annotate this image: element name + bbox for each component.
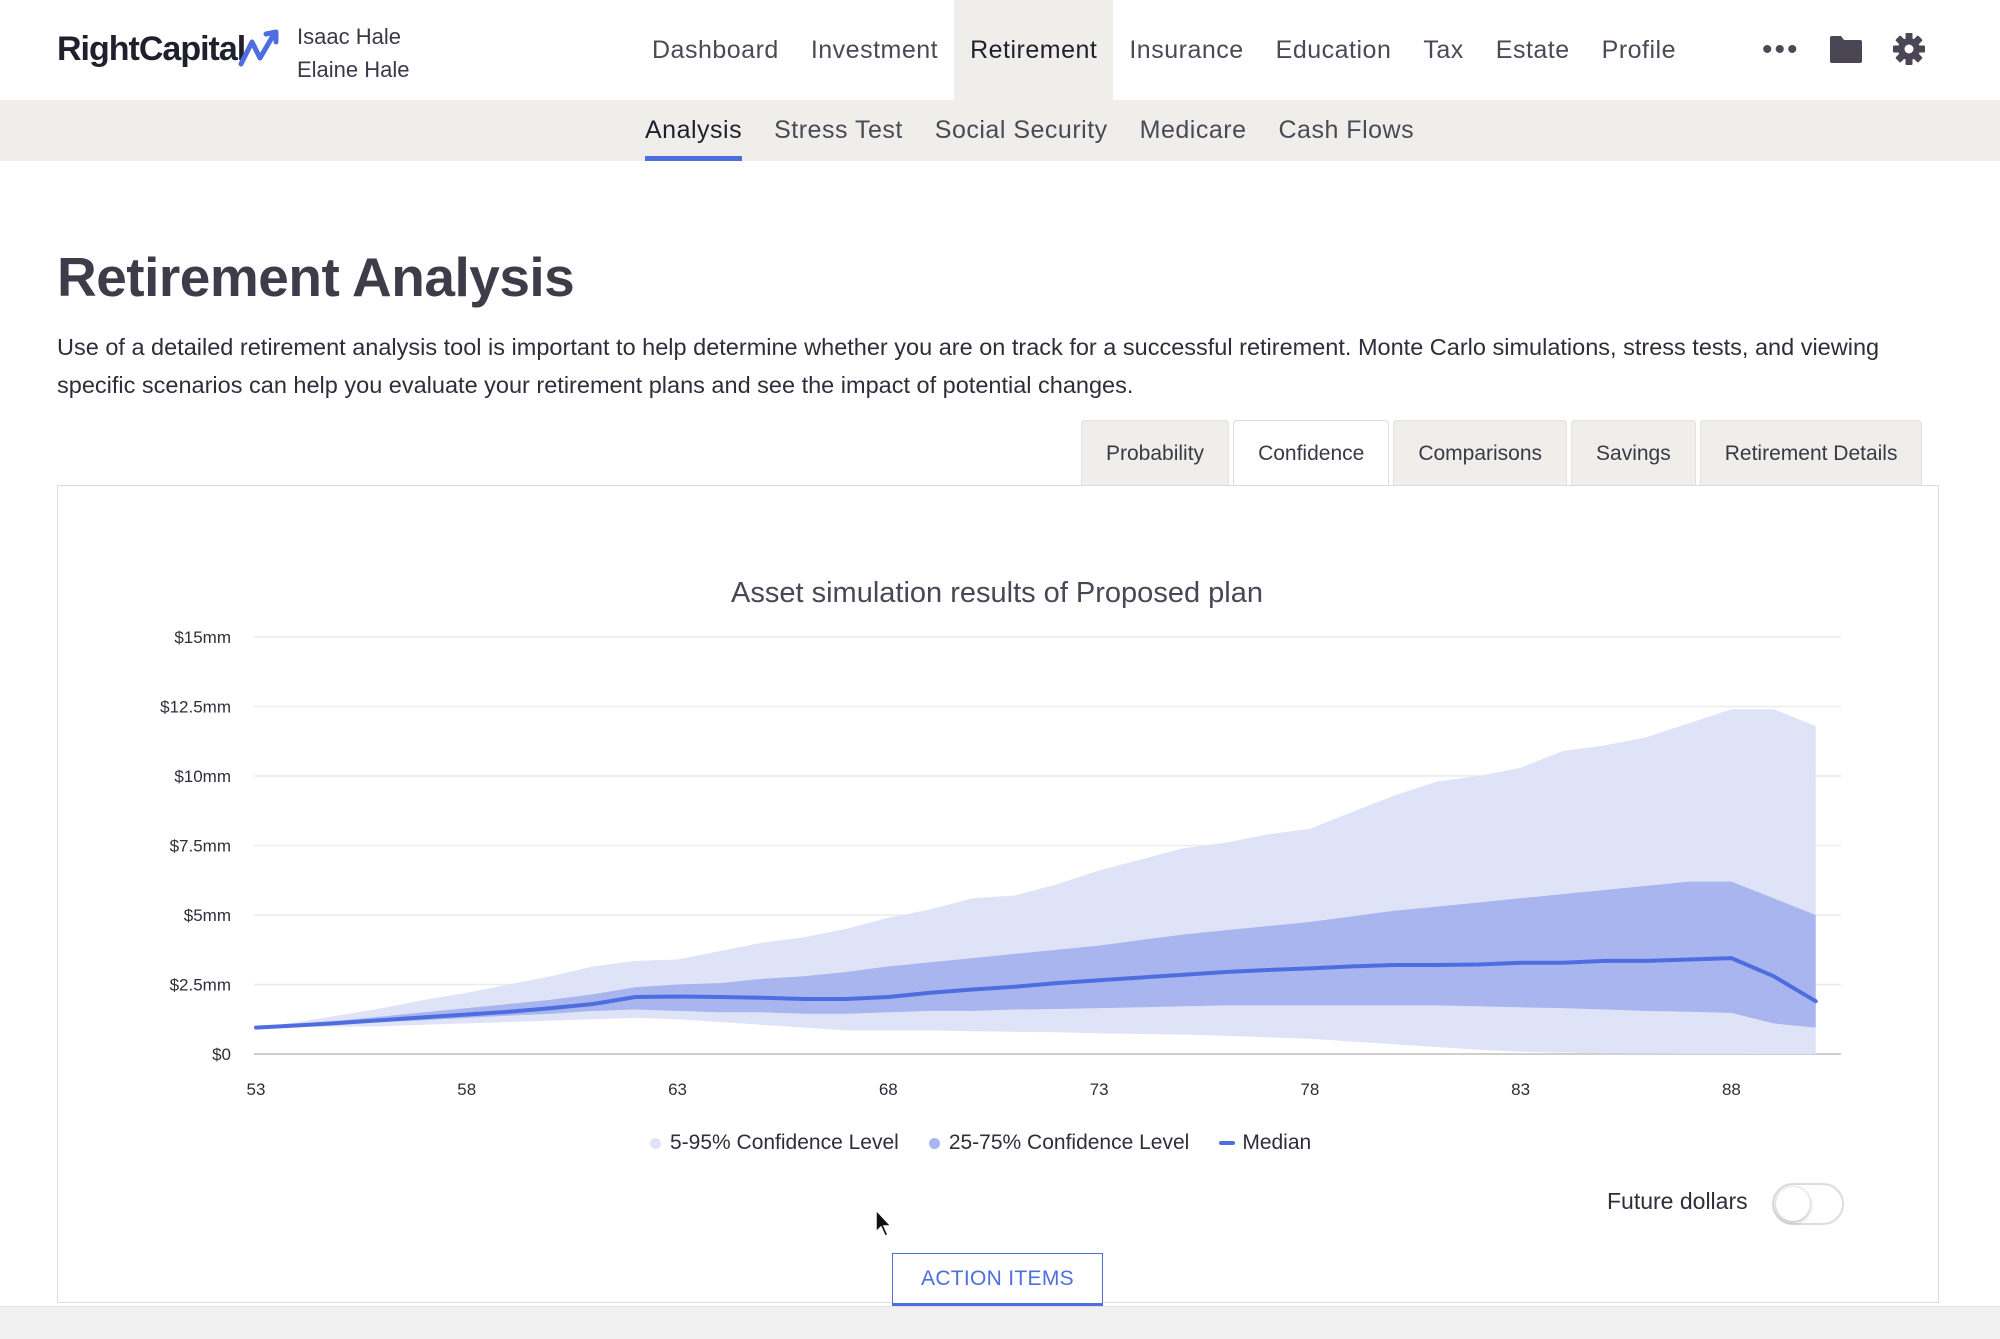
x-tick-label: 78 [1300, 1080, 1319, 1099]
x-tick-label: 73 [1090, 1080, 1109, 1099]
x-tick-label: 53 [247, 1080, 266, 1099]
sub-navigation-bar: Analysis Stress Test Social Security Med… [0, 100, 2000, 161]
legend-swatch-inner [928, 1137, 940, 1149]
subnav-stress-test[interactable]: Stress Test [774, 116, 903, 144]
band-25-75-area [256, 881, 1816, 1028]
legend-label-median: Median [1242, 1131, 1312, 1154]
rightcapital-logo[interactable]: RightCapital [57, 30, 246, 68]
analysis-tabs: Probability Confidence Comparisons Savin… [1081, 420, 1923, 487]
subnav-analysis[interactable]: Analysis [645, 100, 743, 161]
gear-icon[interactable] [1892, 32, 1926, 66]
toggle-knob [1776, 1187, 1810, 1221]
nav-dashboard[interactable]: Dashboard [652, 35, 779, 64]
logo-trend-icon [238, 29, 279, 67]
more-icon[interactable]: ••• [1762, 33, 1800, 66]
chart-legend: 5-95% Confidence Level 25-75% Confidence… [650, 1128, 1341, 1158]
folder-icon[interactable] [1829, 34, 1863, 64]
nav-retirement[interactable]: Retirement [954, 0, 1114, 100]
sub-nav: Analysis Stress Test Social Security Med… [645, 100, 1446, 161]
legend-swatch-outer [650, 1137, 661, 1149]
x-tick-label: 68 [879, 1080, 898, 1099]
nav-education[interactable]: Education [1275, 35, 1392, 64]
y-tick-label: $5mm [184, 906, 231, 925]
client-name-primary: Isaac Hale [297, 24, 401, 49]
tab-retirement-details[interactable]: Retirement Details [1699, 420, 1923, 486]
y-tick-label: $7.5mm [170, 837, 231, 856]
client-name-spouse: Elaine Hale [297, 57, 410, 82]
x-tick-label: 83 [1511, 1080, 1530, 1099]
y-tick-label: $0 [212, 1045, 231, 1064]
main-nav: Dashboard Investment Retirement Insuranc… [636, 0, 1692, 100]
y-tick-label: $15mm [174, 628, 231, 647]
x-tick-label: 58 [457, 1080, 476, 1099]
nav-insurance[interactable]: Insurance [1129, 35, 1244, 64]
footer-strip [0, 1306, 2000, 1339]
action-items-button[interactable]: ACTION ITEMS [892, 1253, 1103, 1312]
x-tick-label: 88 [1722, 1080, 1741, 1099]
legend-label-inner: 25-75% Confidence Level [948, 1131, 1190, 1154]
subnav-cash-flows[interactable]: Cash Flows [1278, 116, 1415, 144]
chart-title: Asset simulation results of Proposed pla… [731, 577, 1263, 609]
subnav-social-security[interactable]: Social Security [934, 116, 1108, 144]
future-dollars-label: Future dollars [1607, 1188, 1748, 1214]
legend-label-outer: 5-95% Confidence Level [670, 1131, 899, 1154]
legend-entry-outer-band[interactable]: 5-95% Confidence Level [650, 1131, 899, 1155]
legend-entry-median[interactable]: Median [1219, 1131, 1311, 1155]
x-tick-label: 63 [668, 1080, 687, 1099]
tab-savings[interactable]: Savings [1571, 420, 1696, 486]
nav-investment[interactable]: Investment [810, 35, 939, 64]
median-line [254, 956, 1818, 1030]
nav-profile[interactable]: Profile [1601, 35, 1677, 64]
tab-confidence[interactable]: Confidence [1233, 420, 1390, 487]
y-tick-label: $12.5mm [160, 698, 231, 717]
page-title: Retirement Analysis [57, 246, 575, 308]
nav-estate[interactable]: Estate [1495, 35, 1570, 64]
y-tick-label: $10mm [174, 767, 231, 786]
legend-swatch-median [1219, 1141, 1236, 1145]
page-description: Use of a detailed retirement analysis to… [57, 334, 1880, 398]
top-navigation-bar: RightCapital Isaac Hale Elaine Hale Dash… [0, 0, 2000, 100]
subnav-medicare[interactable]: Medicare [1139, 116, 1247, 144]
tab-probability[interactable]: Probability [1081, 420, 1230, 486]
nav-tax[interactable]: Tax [1423, 35, 1464, 64]
legend-entry-inner-band[interactable]: 25-75% Confidence Level [928, 1131, 1190, 1155]
future-dollars-toggle[interactable] [1772, 1183, 1844, 1225]
tab-comparisons[interactable]: Comparisons [1393, 420, 1568, 486]
client-names[interactable]: Isaac Hale Elaine Hale [297, 20, 410, 86]
y-tick-label: $2.5mm [170, 976, 231, 995]
mouse-cursor-icon [875, 1208, 893, 1237]
